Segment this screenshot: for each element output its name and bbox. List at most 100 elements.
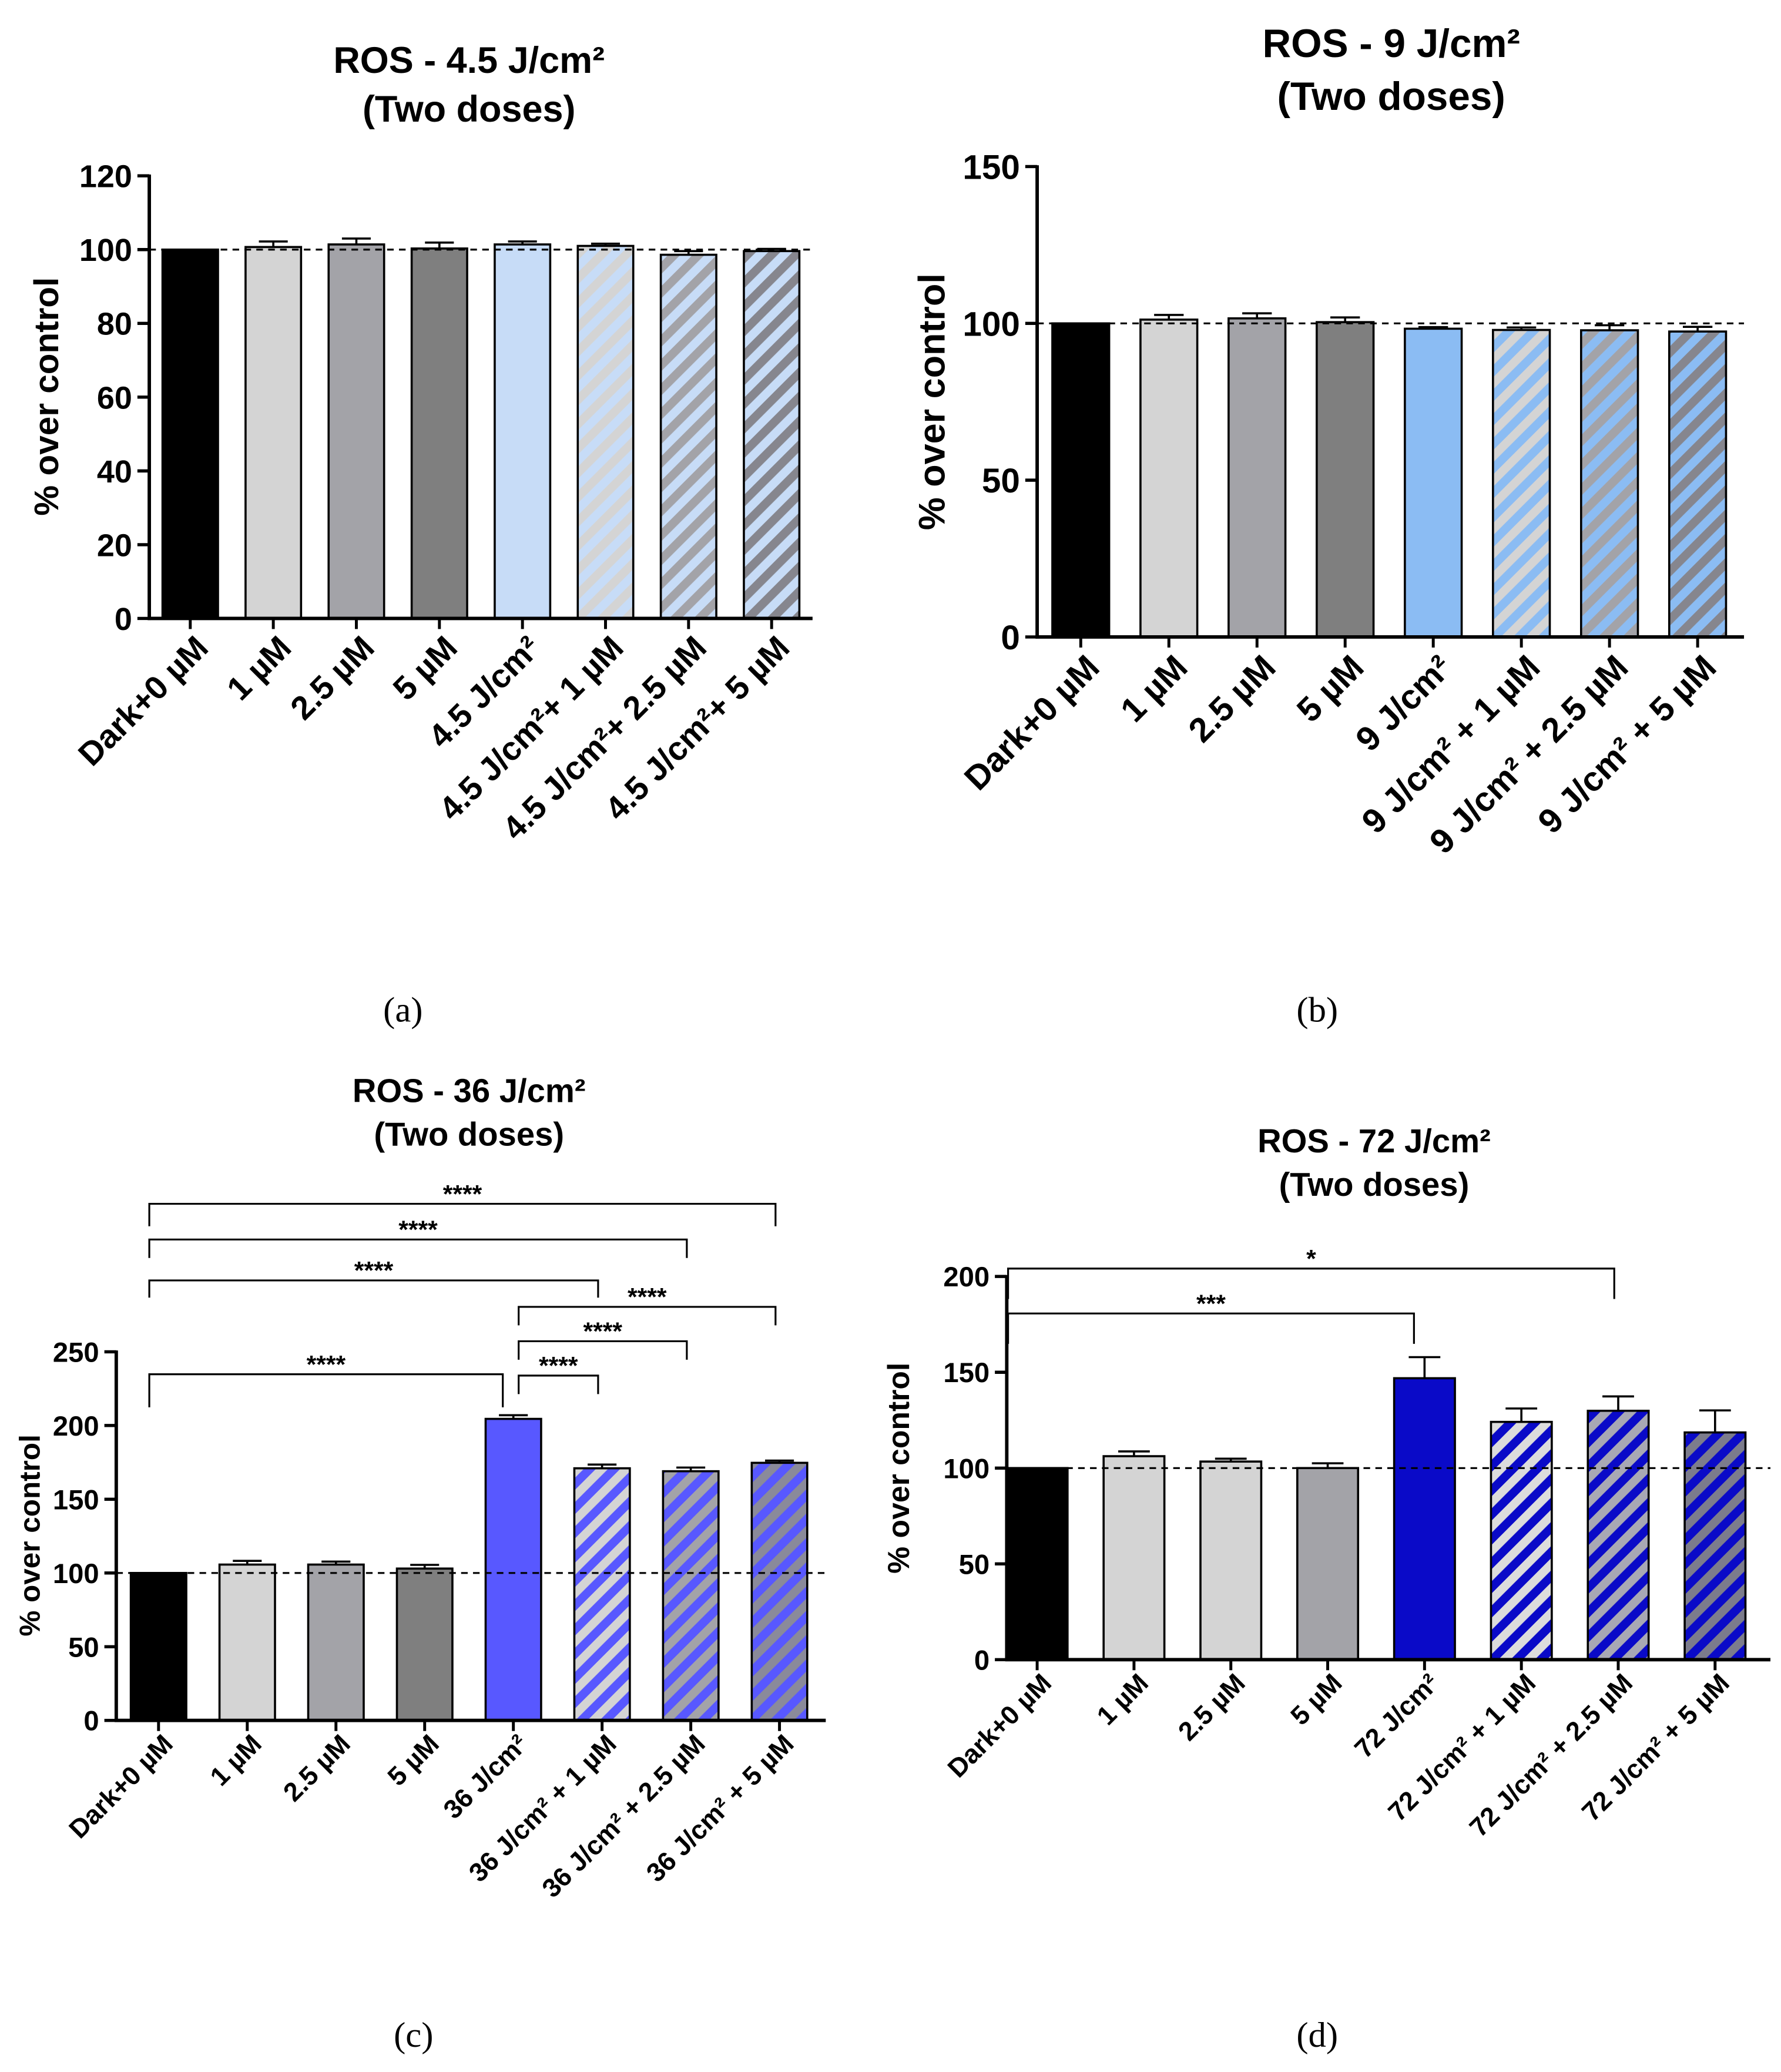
bar-2-5-um [327, 243, 385, 620]
y-tick-label: 0 [1001, 619, 1020, 657]
y-tick-label: 0 [974, 1645, 990, 1676]
significance-label: **** [354, 1257, 394, 1285]
x-tick-label-5-um: 5 µM [385, 629, 464, 708]
bar-4-5-j-cm2-2-5-um [659, 253, 717, 620]
chart-title: ROS - 72 J/cm² [1257, 1122, 1491, 1159]
bar-dark-0-um [1005, 1467, 1069, 1661]
x-tick-label-dark-0-um: Dark+0 µM [63, 1728, 179, 1844]
y-tick-label: 20 [97, 528, 132, 563]
bar-2-5-um [1227, 317, 1287, 638]
x-tick-label-2-5-um: 2.5 µM [283, 629, 381, 727]
y-tick-label: 40 [97, 454, 132, 489]
bar-5-um [1316, 321, 1375, 638]
y-tick-label: 250 [53, 1337, 99, 1368]
bar-9-j-cm2-1-um [1492, 328, 1551, 638]
y-tick-label: 100 [943, 1453, 990, 1484]
x-tick-label-2-5-um: 2.5 µM [1172, 1668, 1251, 1746]
y-axis-label: % over control [14, 1434, 46, 1637]
x-tick-label-36-j-cm2-5-um: 36 J/cm² + 5 µM [640, 1728, 800, 1887]
bar-dark-0-um [161, 248, 219, 620]
x-tick-label-2-5-um: 2.5 µM [1181, 648, 1283, 750]
bar-series [1005, 1377, 1747, 1661]
chart-subtitle: (Two doses) [374, 1116, 564, 1153]
bar-9-j-cm2-5-um [1668, 330, 1728, 638]
y-tick-label: 150 [962, 149, 1020, 187]
y-ticks: 0 50 100 150 200 250 [53, 1337, 116, 1737]
y-tick-label: 100 [53, 1558, 99, 1590]
x-tick-label-dark-0-um: Dark+0 µM [941, 1668, 1057, 1783]
y-tick-label: 50 [982, 462, 1020, 500]
x-tick-label-36-j-cm2-2-5-um: 36 J/cm² + 2.5 µM [536, 1728, 710, 1903]
bar-dark-0-um [1051, 322, 1111, 638]
significance-bracket [1007, 1268, 1615, 1299]
x-tick-label-72-j-cm2-2-5-um: 72 J/cm² + 2.5 µM [1464, 1668, 1638, 1842]
panel-c: ROS - 36 J/cm²(Two doses)% over control0… [14, 1072, 826, 2055]
y-ticks: 0 20 40 60 80 100 120 [79, 159, 150, 637]
significance-brackets: **** [1007, 1245, 1615, 1344]
y-tick-label: 60 [97, 380, 132, 415]
error-bars [233, 1414, 794, 1569]
significance-bracket [518, 1374, 599, 1394]
y-tick-label: 200 [943, 1262, 990, 1293]
panel-b: ROS - 9 J/cm² (Two doses) % over control 0 5… [912, 22, 1745, 1030]
bar-1-um [1139, 318, 1199, 638]
significance-bracket [518, 1306, 777, 1326]
bar-36-j-cm2-1-um [573, 1467, 631, 1722]
error-bars [1154, 312, 1713, 332]
bar-72-j-cm2 [1393, 1377, 1456, 1661]
bar-72-j-cm2-5-um [1683, 1431, 1747, 1661]
y-tick-label: 50 [959, 1549, 990, 1580]
x-tick-label-2-5-um: 2.5 µM [277, 1728, 356, 1807]
y-tick-label: 100 [962, 305, 1020, 343]
significance-bracket [148, 1202, 777, 1226]
x-tick-label-dark-0-um: Dark+0 µM [71, 629, 215, 773]
x-tick-label-1-um: 1 µM [220, 629, 298, 708]
y-axis-label: % over control [881, 1363, 915, 1574]
chart-title: ROS - 9 J/cm² [1262, 22, 1520, 66]
chart-title: ROS - 36 J/cm² [353, 1072, 586, 1109]
chart-title: ROS - 4.5 J/cm² [333, 40, 605, 81]
bar-9-j-cm2 [1404, 327, 1463, 638]
panel-a: ROS - 4.5 J/cm² (Two doses) % over control… [28, 40, 813, 1030]
bar-dark-0-um [129, 1571, 187, 1722]
y-tick-label: 150 [53, 1484, 99, 1516]
panel-caption: (c) [394, 2016, 433, 2055]
bar-4-5-j-cm2-5-um [743, 250, 801, 620]
y-ticks: 0 50 100 150 [962, 149, 1038, 657]
x-tick-label-5-um: 5 µM [1284, 1668, 1347, 1731]
bar-9-j-cm2-2-5-um [1580, 329, 1639, 638]
chart-subtitle: (Two doses) [363, 89, 575, 130]
significance-bracket [518, 1340, 688, 1360]
panel-caption: (d) [1296, 2016, 1338, 2055]
x-tick-label-5-um: 5 µM [1290, 648, 1371, 730]
bar-2-5-um [1199, 1460, 1263, 1661]
bar-36-j-cm2 [484, 1417, 542, 1722]
significance-bracket [1007, 1312, 1415, 1344]
bar-1-um [218, 1563, 276, 1722]
significance-brackets: **** ************************ [148, 1180, 777, 1407]
x-tick-label-1-um: 1 µM [204, 1728, 267, 1791]
x-tick-label-36-j-cm2-1-um: 36 J/cm² + 1 µM [463, 1728, 622, 1887]
significance-label: **** [628, 1283, 667, 1312]
y-tick-label: 0 [115, 602, 132, 637]
significance-label: **** [539, 1352, 578, 1380]
y-tick-label: 150 [943, 1357, 990, 1389]
bar-series [1051, 317, 1728, 638]
bar-36-j-cm2-5-um [750, 1461, 809, 1722]
bar-1-um [244, 246, 303, 620]
x-tick-label-1-um: 1 µM [1091, 1668, 1154, 1731]
panel-caption: (a) [383, 990, 422, 1030]
y-ticks: 0 50 100 150 200 [943, 1262, 1007, 1676]
bar-4-5-j-cm2-1-um [576, 244, 635, 620]
chart-subtitle: (Two doses) [1279, 1166, 1470, 1203]
bar-36-j-cm2-2-5-um [662, 1470, 720, 1722]
y-tick-label: 100 [79, 233, 132, 268]
significance-bracket [148, 1373, 504, 1407]
significance-bracket [148, 1238, 688, 1258]
significance-label: *** [1196, 1290, 1226, 1318]
significance-bracket [148, 1279, 599, 1298]
